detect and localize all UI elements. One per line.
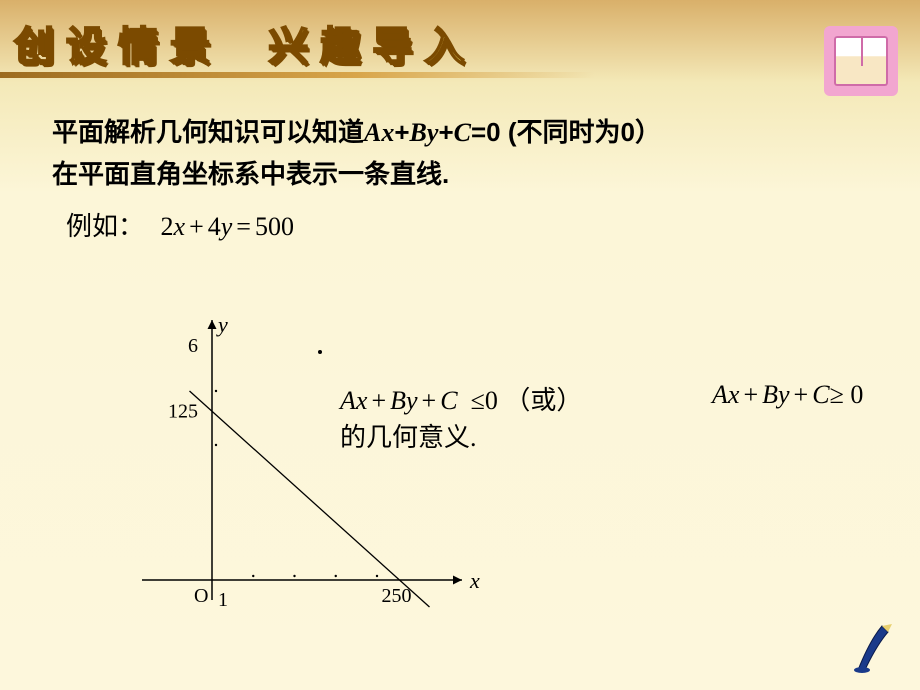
- sym-plus2: +: [438, 117, 453, 147]
- slide-root: 创设情景 兴趣导入 平面解析几何知识可以知道Ax+By+C=0 (不同时为0） …: [0, 0, 920, 690]
- expr-right: Ax+By+C≥ 0: [712, 380, 863, 410]
- expr-right-B: B: [762, 380, 778, 409]
- slide-title: 创设情景 兴趣导入: [14, 14, 476, 72]
- title-part1: 创设情景: [14, 25, 222, 69]
- sym-A: A: [364, 118, 381, 147]
- opeq: =: [232, 212, 255, 241]
- example-row: 例如： 2x+4y=500: [66, 206, 294, 243]
- example-label: 例如：: [66, 212, 144, 241]
- rhs: 500: [255, 212, 294, 241]
- example-formula: 2x+4y=500: [161, 212, 294, 241]
- sym-B: B: [410, 118, 427, 147]
- title-part2: 兴趣导入: [268, 25, 476, 69]
- var2: y: [221, 212, 233, 241]
- book-icon: [824, 26, 898, 96]
- expr-right-A: A: [712, 380, 728, 409]
- svg-text:O: O: [194, 585, 208, 607]
- svg-text:1: 1: [218, 589, 228, 611]
- expr-right-p2: +: [790, 380, 813, 409]
- sym-y: y: [427, 118, 439, 147]
- sym-C: C: [454, 118, 471, 147]
- chart-svg: y x O1 250 125 6: [92, 300, 492, 640]
- expr-right-p1: +: [739, 380, 762, 409]
- sym-eq: =: [471, 117, 486, 147]
- var1: x: [174, 212, 186, 241]
- coordinate-chart: y x O1 250 125 6: [92, 300, 492, 640]
- sym-x: x: [381, 118, 394, 147]
- coef1: 2: [161, 212, 174, 241]
- svg-text:x: x: [469, 568, 480, 593]
- expr-right-rel: ≥ 0: [830, 380, 864, 409]
- expr-left-paren: （或）: [504, 386, 582, 415]
- sym-zero: 0: [486, 117, 500, 147]
- expr-right-x: x: [728, 380, 740, 409]
- stmt-line2: 在平面直角坐标系中表示一条直线.: [52, 159, 449, 189]
- expr-right-y: y: [778, 380, 790, 409]
- coef2: 4: [208, 212, 221, 241]
- op1: +: [185, 212, 208, 241]
- svg-text:250: 250: [382, 585, 412, 607]
- svg-text:125: 125: [168, 400, 198, 422]
- sym-plus1: +: [394, 117, 409, 147]
- title-underline: [0, 72, 594, 78]
- expr-right-C: C: [812, 380, 829, 409]
- svg-text:6: 6: [188, 335, 198, 357]
- pen-icon: [852, 620, 896, 676]
- main-statement: 平面解析几何知识可以知道Ax+By+C=0 (不同时为0） 在平面直角坐标系中表…: [52, 112, 872, 195]
- stmt-suffix: (不同时为0）: [501, 117, 661, 147]
- stmt-prefix: 平面解析几何知识可以知道: [52, 117, 364, 147]
- svg-text:y: y: [216, 312, 228, 337]
